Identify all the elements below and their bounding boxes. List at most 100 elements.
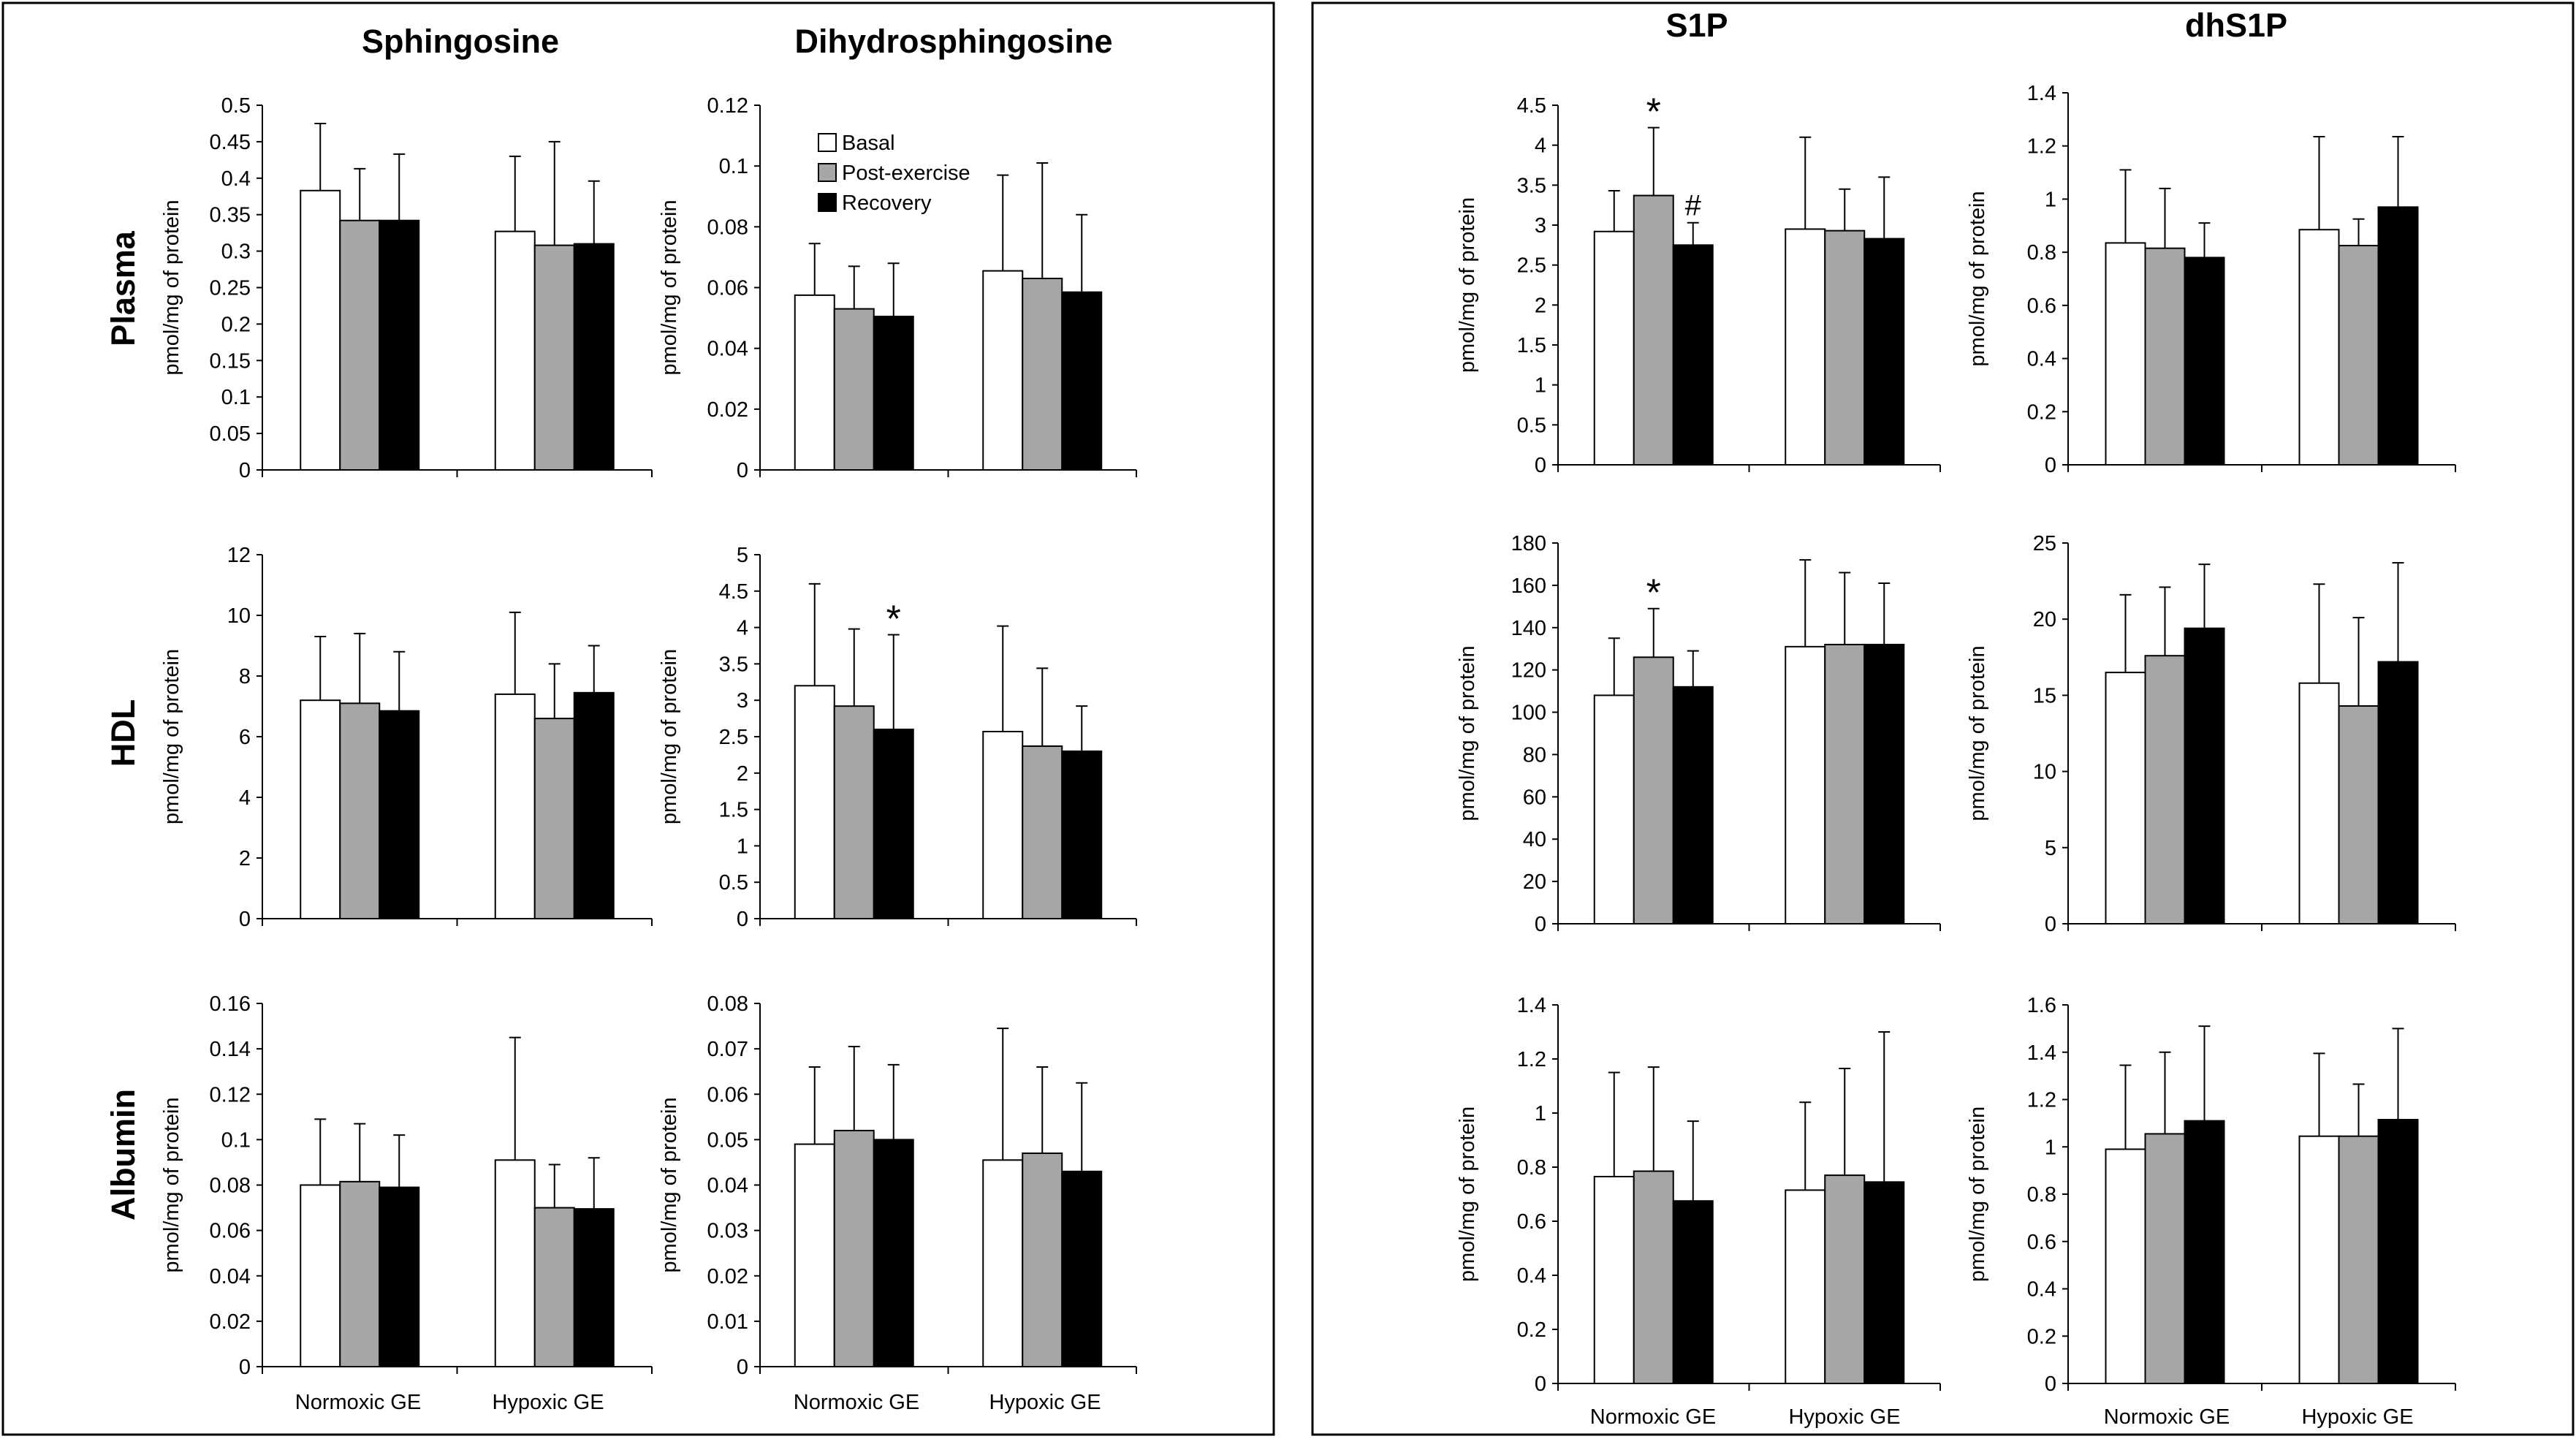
- bar-post-exercise-1: [2338, 1135, 2379, 1385]
- x-category-labels: Normoxic GE Hypoxic GE Normoxic GE Hypox…: [295, 1391, 2414, 1429]
- y-tick-label: 0.1: [221, 386, 251, 409]
- bar-recovery-1: [573, 243, 615, 471]
- y-tick-label: 0: [239, 459, 251, 482]
- x-label-hypoxic-dhs1p: Hypoxic GE: [2301, 1405, 2413, 1429]
- bar-recovery-1: [1863, 643, 1905, 925]
- y-tick-label: 0: [737, 908, 748, 931]
- legend-label-basal: Basal: [842, 132, 895, 155]
- y-tick-label: 3.5: [1517, 174, 1546, 197]
- panel-sph-albumin: 0 0.02 0.04 0.06 0.08 0.1 0.12 0.14 0.16 pmol/mg …: [160, 992, 653, 1379]
- x-label-normoxic-s1p: Normoxic GE: [1590, 1405, 1716, 1429]
- legend: Basal Post-exercise Recovery: [818, 132, 970, 215]
- bar-recovery-0: [873, 729, 914, 919]
- bar-recovery-0: [873, 316, 914, 471]
- bar-recovery-0: [2184, 627, 2225, 924]
- bar-basal-0: [300, 1184, 341, 1367]
- y-tick-label: 2: [239, 847, 251, 870]
- panel-dhs1p-hdl: 0 5 10 15 20 25 pmol/mg of protein: [1966, 532, 2456, 936]
- x-label-hypoxic-left-col1: Hypoxic GE: [492, 1391, 604, 1414]
- bar-post-exercise-0: [833, 308, 875, 471]
- bar-recovery-1: [573, 1208, 615, 1367]
- bar-post-exercise-0: [339, 219, 381, 471]
- bar-post-exercise-1: [2338, 245, 2379, 466]
- y-tick-label: 0: [1535, 454, 1546, 477]
- panel-s1p-albumin: 0 0.2 0.4 0.6 0.8 1 1.2 1.4 pmol/mg of protein: [1456, 994, 1941, 1396]
- y-axis-title: pmol/mg of protein: [1966, 645, 1989, 821]
- y-tick-label: 0.02: [707, 398, 748, 422]
- y-tick-label: 0: [1535, 1372, 1546, 1396]
- y-tick-label: 120: [1511, 659, 1546, 683]
- significance-star: *: [886, 599, 901, 641]
- bar-recovery-1: [2377, 1119, 2419, 1385]
- bar-recovery-1: [1061, 750, 1103, 920]
- y-tick-label: 1.5: [719, 799, 748, 822]
- bar-basal-1: [2298, 1135, 2340, 1385]
- bar-basal-0: [794, 685, 835, 920]
- row-label-albumin: Albumin: [105, 1089, 142, 1220]
- y-axis-title: pmol/mg of protein: [658, 200, 681, 375]
- panel-s1p-hdl: 0 20 40 60 80 100 120 140 160 180 pmol/mg of prote…: [1456, 532, 1941, 936]
- x-label-hypoxic-left: Hypoxic GE: [989, 1391, 1101, 1414]
- y-axis-title: pmol/mg of protein: [1966, 191, 1989, 366]
- y-tick-label: 1: [1535, 1102, 1546, 1125]
- y-tick-label: 6: [239, 726, 251, 749]
- panel-sph-hdl: 0 2 4 6 8 10 12 pmol/mg of protein: [160, 544, 653, 931]
- y-tick-label: 140: [1511, 617, 1546, 640]
- bar-post-exercise-0: [833, 705, 875, 920]
- bar-basal-0: [1593, 1175, 1635, 1384]
- row-label-hdl: HDL: [105, 699, 142, 767]
- panel-dhsph-plasma: 0 0.02 0.04 0.06 0.08 0.1 0.12 pmol/mg of prote…: [658, 94, 1137, 482]
- y-tick-label: 1.2: [2027, 135, 2056, 159]
- bar-recovery-1: [2377, 661, 2419, 924]
- legend-swatch-basal: [818, 133, 837, 152]
- y-tick-label: 0.07: [707, 1038, 748, 1061]
- x-label-normoxic-left-col1: Normoxic GE: [295, 1391, 421, 1414]
- y-tick-label: 1.4: [2027, 82, 2056, 105]
- y-tick-label: 180: [1511, 532, 1546, 555]
- y-tick-label: 5: [737, 544, 748, 567]
- significance-star: *: [1646, 91, 1661, 134]
- bar-recovery-0: [1672, 244, 1714, 466]
- y-tick-label: 4: [1535, 134, 1546, 158]
- bar-post-exercise-0: [2144, 247, 2186, 466]
- y-tick-label: 0.35: [210, 204, 251, 227]
- y-tick-label: 1.4: [1517, 994, 1546, 1017]
- y-tick-label: 12: [227, 544, 251, 567]
- y-tick-label: 0.4: [2027, 1278, 2056, 1302]
- y-axis-title: pmol/mg of protein: [160, 649, 183, 824]
- bar-post-exercise-1: [533, 1207, 575, 1367]
- bar-recovery-0: [379, 1186, 420, 1367]
- bar-post-exercise-0: [833, 1129, 875, 1367]
- y-tick-label: 3: [1535, 214, 1546, 238]
- y-tick-label: 1.5: [1517, 334, 1546, 357]
- legend-label-post-exercise: Post-exercise: [842, 162, 970, 185]
- y-tick-label: 0: [1535, 913, 1546, 936]
- panel-dhsph-albumin: 0 0.01 0.02 0.03 0.04 0.05 0.06 0.07 0.08 pmol/mg…: [658, 992, 1137, 1379]
- bar-basal-1: [494, 1159, 536, 1368]
- bar-basal-0: [300, 189, 341, 471]
- bar-post-exercise-1: [2338, 705, 2379, 924]
- y-tick-label: 0.6: [1517, 1210, 1546, 1234]
- bar-basal-1: [2298, 682, 2340, 925]
- bar-basal-0: [1593, 230, 1635, 466]
- significance-star: *: [1646, 572, 1661, 615]
- y-tick-label: 0.3: [221, 240, 251, 264]
- col-title-s1p: S1P: [1665, 7, 1728, 44]
- y-tick-label: 4.5: [1517, 94, 1546, 118]
- chart-panels: 00.050.10.150.20.250.30.350.40.450.5pmol…: [160, 82, 2456, 1396]
- y-tick-label: 0.06: [707, 277, 748, 300]
- y-tick-label: 0.4: [2027, 348, 2056, 371]
- bar-basal-1: [1785, 645, 1826, 924]
- y-tick-label: 0.45: [210, 131, 251, 154]
- y-tick-label: 0.08: [210, 1174, 251, 1198]
- y-tick-label: 0.8: [2027, 1183, 2056, 1207]
- y-tick-label: 4: [737, 617, 748, 640]
- y-tick-label: 0.05: [707, 1128, 748, 1152]
- y-tick-label: 1: [2045, 1136, 2056, 1159]
- y-tick-label: 1: [737, 835, 748, 858]
- y-tick-label: 0.06: [210, 1220, 251, 1243]
- bar-post-exercise-1: [1022, 1153, 1063, 1367]
- bar-recovery-1: [573, 691, 615, 919]
- y-tick-label: 2: [737, 762, 748, 786]
- y-axis-title: pmol/mg of protein: [160, 1097, 183, 1272]
